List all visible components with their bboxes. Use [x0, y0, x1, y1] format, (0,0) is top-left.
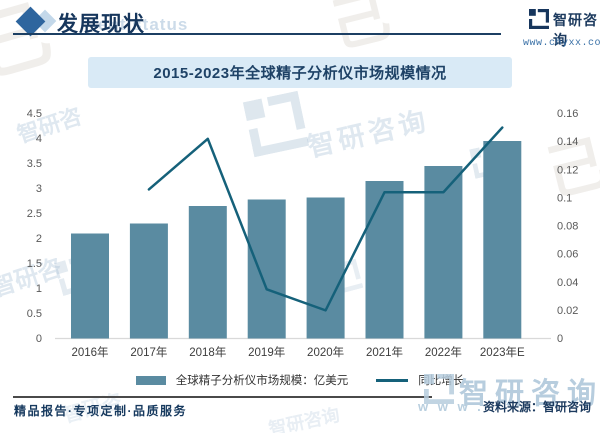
chart-title-banner: 2015-2023年全球精子分析仪市场规模情况 [88, 57, 512, 88]
left-axis-tick: 1.5 [27, 258, 42, 270]
bar-2016年 [71, 233, 109, 339]
right-axis-tick: 0.08 [557, 221, 578, 233]
footer-watermark-brand: 智研咨询 [459, 378, 600, 410]
left-axis-tick: 0 [36, 333, 42, 345]
footer-slogan: 精品报告·专项定制·品质服务 [14, 404, 187, 418]
left-axis-tick: 2.5 [27, 208, 42, 220]
left-axis-tick: 4 [36, 133, 42, 145]
bar-2020年 [306, 197, 345, 339]
right-axis-tick: 0.16 [557, 108, 578, 120]
x-axis-label: 2020年 [307, 345, 344, 359]
brand-logo-name: 智研咨询 [553, 12, 598, 48]
header-echo-text: ent status [98, 15, 189, 34]
footer-watermark-logo-icon [424, 374, 454, 404]
x-axis-label: 2023年E [480, 345, 525, 359]
x-axis-label: 2017年 [130, 345, 167, 359]
brand-url: www.chyxx.com [523, 38, 600, 49]
growth-line [147, 126, 504, 312]
brand-logo-icon [529, 9, 549, 29]
bar-2021年 [365, 181, 404, 339]
footer-watermark-www: w w w . [418, 399, 484, 414]
x-axis-label: 2019年 [248, 345, 285, 359]
x-axis-label: 2021年 [366, 345, 403, 359]
legend-bar-swatch-icon [135, 375, 166, 385]
right-axis-tick: 0 [557, 333, 563, 345]
right-axis-tick: 0.02 [557, 305, 578, 317]
left-axis-tick: 3 [36, 183, 42, 195]
right-axis-tick: 0.1 [557, 192, 572, 204]
bar-2019年 [247, 199, 286, 339]
x-axis-label: 2016年 [71, 345, 108, 359]
left-axis-tick: 1 [36, 283, 42, 295]
left-axis-tick: 4.5 [27, 108, 42, 120]
header-divider [13, 33, 501, 35]
right-axis-tick: 0.06 [557, 249, 578, 261]
left-axis-tick: 2 [36, 233, 42, 245]
footer-divider [13, 396, 432, 398]
bar-2018年 [188, 206, 227, 339]
bar-2023年E [483, 141, 522, 339]
data-source: 资料来源：智研咨询 [483, 400, 592, 414]
right-axis-tick: 0.12 [557, 164, 578, 176]
left-axis-tick: 3.5 [27, 158, 42, 170]
legend-bar-label: 全球精子分析仪市场规模：亿美元 [175, 375, 349, 387]
left-axis-tick: 0.5 [27, 308, 42, 320]
chart-title: 2015-2023年全球精子分析仪市场规模情况 [153, 65, 447, 82]
section-title: 发展现状 [57, 13, 145, 36]
right-axis-tick: 0.14 [557, 136, 578, 148]
bar-2017年 [129, 223, 168, 339]
right-axis-tick: 0.04 [557, 277, 578, 289]
x-axis-label: 2018年 [189, 345, 226, 359]
legend-line-swatch-icon [376, 378, 409, 382]
bar-2022年 [424, 166, 463, 339]
x-axis-label: 2022年 [425, 345, 462, 359]
